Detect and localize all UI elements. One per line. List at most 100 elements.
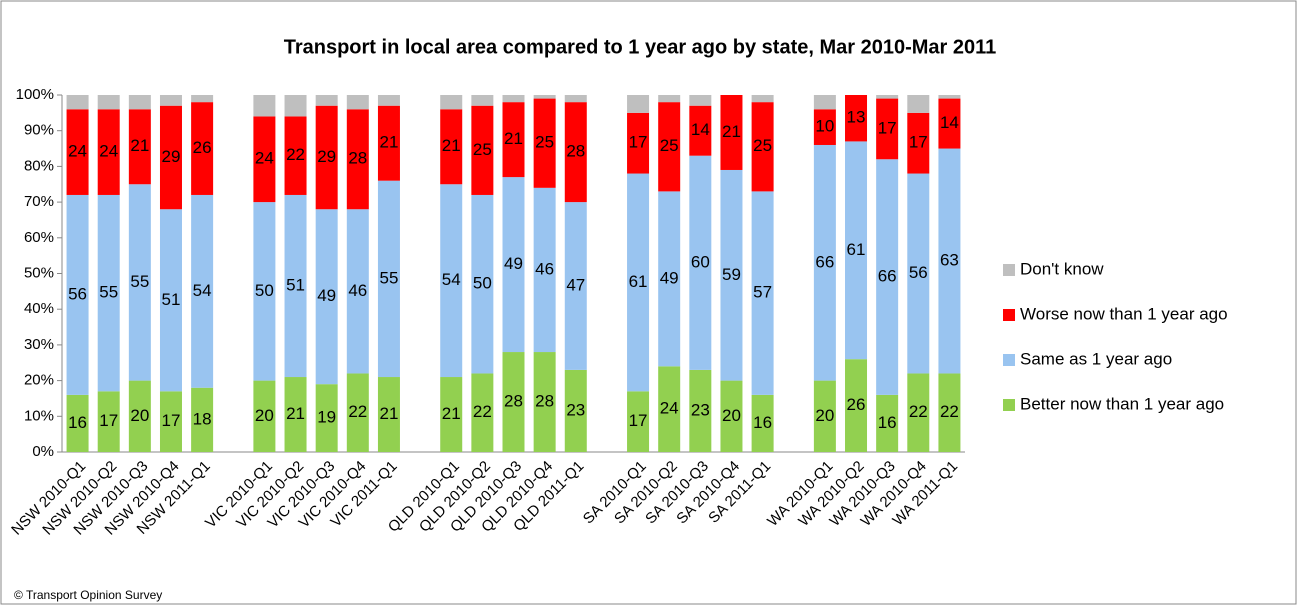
bar-segment (938, 373, 961, 452)
data-label: 51 (162, 290, 181, 309)
bar-segment (315, 105, 338, 210)
bar-segment (346, 109, 369, 210)
bar-segment (658, 102, 681, 192)
bar-segment (751, 191, 774, 395)
data-label: 16 (753, 413, 772, 432)
bar-segment (564, 202, 587, 370)
bar-segment (627, 391, 650, 452)
legend-label: Worse now than 1 year ago (1020, 304, 1228, 323)
data-label: 17 (99, 411, 118, 430)
data-label: 55 (379, 268, 398, 287)
bar-segment (564, 102, 587, 203)
bar-segment (97, 109, 120, 195)
bar-segment (533, 95, 556, 99)
bar-segment (440, 377, 463, 452)
bar-segment (471, 105, 494, 195)
legend-label: Better now than 1 year ago (1020, 394, 1224, 413)
data-label: 20 (255, 406, 274, 425)
bar-segment (284, 377, 307, 452)
bar-segment (315, 95, 338, 106)
bar-segment (627, 173, 650, 392)
data-label: 46 (348, 281, 367, 300)
bar-segment (813, 144, 836, 381)
bar-segment (66, 109, 89, 195)
data-label: 25 (473, 140, 492, 159)
data-label: 23 (691, 400, 710, 419)
data-label: 25 (535, 133, 554, 152)
bar-segment (284, 116, 307, 195)
bar-segment (813, 95, 836, 110)
data-label: 49 (660, 268, 679, 287)
data-label: 59 (722, 265, 741, 284)
bar-segment (159, 95, 182, 106)
bar-segment (907, 373, 930, 452)
data-label: 57 (753, 283, 772, 302)
data-label: 29 (317, 147, 336, 166)
bar-segment (876, 95, 899, 99)
chart-title: Transport in local area compared to 1 ye… (284, 36, 997, 58)
data-label: 54 (442, 270, 461, 289)
data-label: 21 (379, 133, 398, 152)
bar-segment (440, 95, 463, 110)
bar-segment (751, 102, 774, 192)
data-label: 21 (130, 136, 149, 155)
y-tick-label: 10% (24, 407, 54, 424)
data-label: 23 (566, 400, 585, 419)
data-label: 14 (691, 120, 710, 139)
legend-swatch (1003, 264, 1015, 276)
bar-segment (813, 109, 836, 145)
data-label: 20 (130, 406, 149, 425)
source: © Transport Opinion Survey (14, 588, 162, 602)
legend-swatch (1003, 399, 1015, 411)
bar-segment (97, 95, 120, 110)
data-label: 29 (162, 147, 181, 166)
bar-segment (502, 102, 525, 178)
data-label: 22 (909, 402, 928, 421)
bar-segment (658, 366, 681, 452)
bar-segment (253, 95, 276, 117)
bar-segment (191, 102, 214, 195)
bar-segment (533, 187, 556, 353)
bar-segment (128, 380, 151, 452)
data-label: 22 (940, 402, 959, 421)
data-label: 56 (909, 263, 928, 282)
bar-segment (564, 369, 587, 452)
bar-segment (66, 95, 89, 110)
bar-segment (66, 194, 89, 395)
data-label: 22 (286, 145, 305, 164)
data-label: 26 (847, 395, 866, 414)
data-label: 16 (878, 413, 897, 432)
bar-segment (253, 116, 276, 203)
data-label: 19 (317, 408, 336, 427)
bar-segment (97, 194, 120, 392)
bar-segment (938, 95, 961, 99)
bar-segment (627, 112, 650, 174)
bar-segment (346, 95, 369, 110)
bar-segment (502, 177, 525, 353)
data-label: 47 (566, 275, 585, 294)
bar-segment (907, 95, 930, 113)
data-label: 28 (535, 392, 554, 411)
data-label: 10 (815, 117, 834, 136)
bar-segment (191, 95, 214, 103)
data-label: 49 (317, 286, 336, 305)
bar-segment (66, 394, 89, 452)
bar-segment (845, 95, 868, 142)
data-label: 17 (162, 411, 181, 430)
data-label: 54 (193, 281, 212, 300)
bar-segment (377, 95, 400, 106)
data-label: 20 (722, 406, 741, 425)
bar-segment (253, 202, 276, 381)
y-tick-label: 50% (24, 264, 54, 281)
data-label: 21 (504, 129, 523, 148)
data-label: 46 (535, 259, 554, 278)
bar-segment (377, 377, 400, 452)
bar-segment (315, 384, 338, 452)
y-tick-label: 40% (24, 300, 54, 317)
bar-segment (502, 95, 525, 103)
legend-label: Same as 1 year ago (1020, 349, 1172, 368)
bar-segment (627, 95, 650, 113)
data-label: 13 (847, 108, 866, 127)
bar-segment (689, 105, 712, 156)
